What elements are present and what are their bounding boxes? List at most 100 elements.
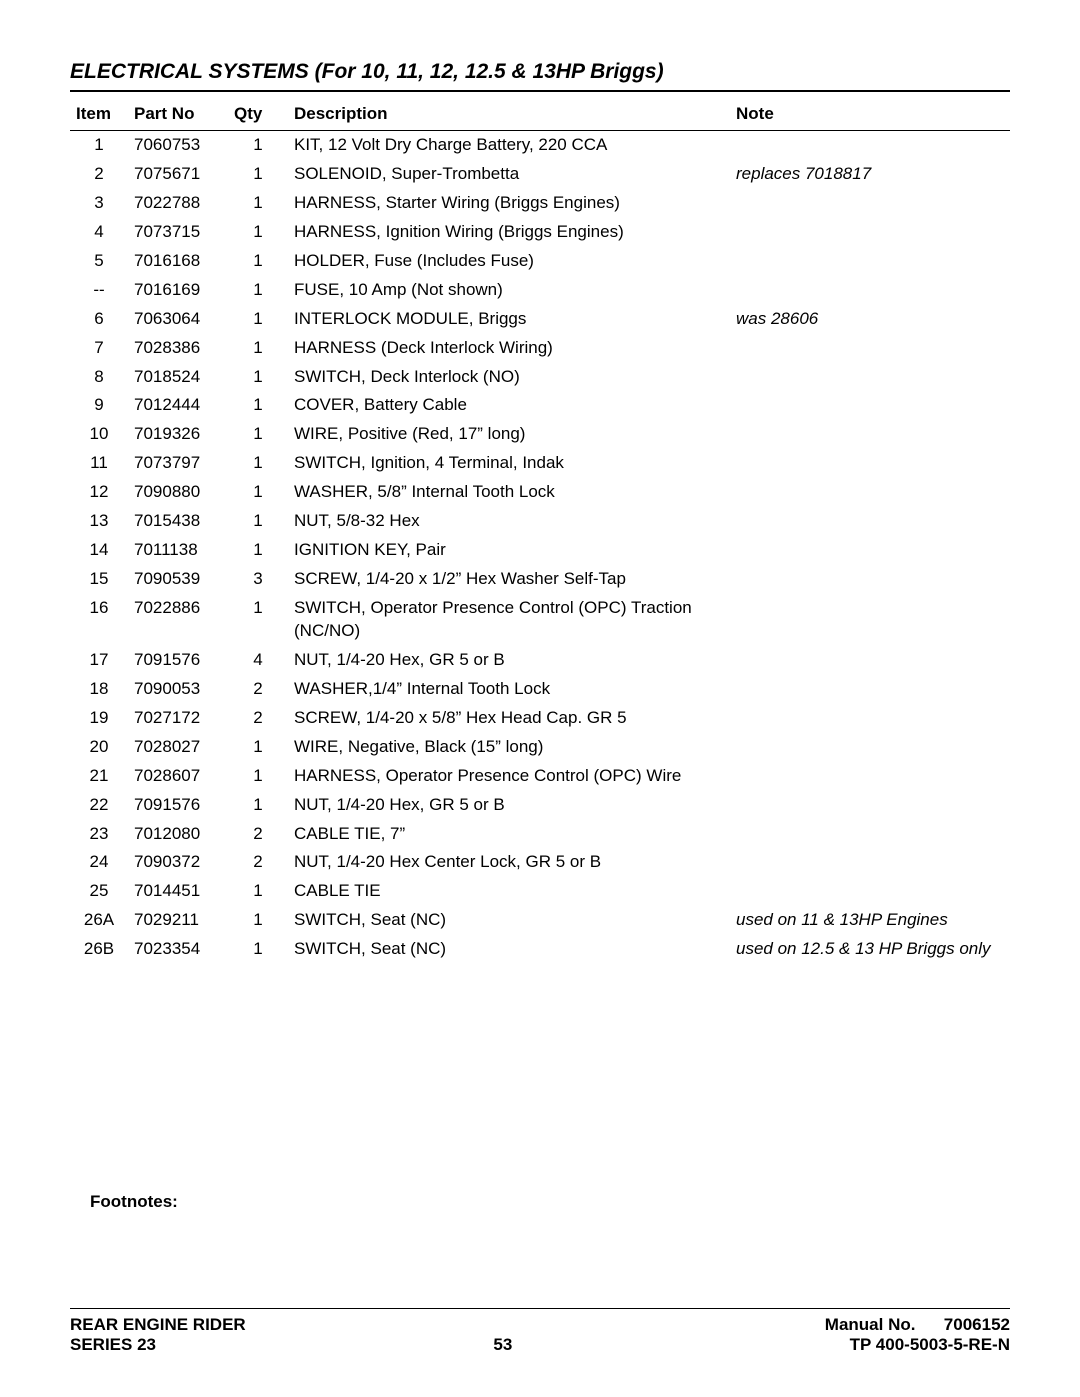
cell-qty: 1 [228, 189, 288, 218]
cell-partno: 7018524 [128, 363, 228, 392]
cell-qty: 4 [228, 646, 288, 675]
footer-left-1: REAR ENGINE RIDER [70, 1315, 246, 1335]
table-row: 1870900532WASHER,1/4” Internal Tooth Loc… [70, 675, 1010, 704]
cell-partno: 7012080 [128, 820, 228, 849]
table-row: 370227881HARNESS, Starter Wiring (Briggs… [70, 189, 1010, 218]
cell-description: SWITCH, Operator Presence Control (OPC) … [288, 594, 730, 646]
cell-note [730, 218, 1010, 247]
cell-note [730, 478, 1010, 507]
cell-item: 19 [70, 704, 128, 733]
cell-item: 21 [70, 762, 128, 791]
table-row: 470737151HARNESS, Ignition Wiring (Brigg… [70, 218, 1010, 247]
table-row: 26A70292111SWITCH, Seat (NC)used on 11 &… [70, 906, 1010, 935]
cell-description: SWITCH, Seat (NC) [288, 935, 730, 964]
cell-partno: 7029211 [128, 906, 228, 935]
cell-note [730, 391, 1010, 420]
cell-qty: 2 [228, 820, 288, 849]
cell-qty: 1 [228, 276, 288, 305]
cell-item: 14 [70, 536, 128, 565]
cell-partno: 7091576 [128, 646, 228, 675]
cell-note [730, 675, 1010, 704]
cell-note [730, 877, 1010, 906]
footer-right-2: TP 400-5003-5-RE-N [850, 1335, 1010, 1355]
cell-item: -- [70, 276, 128, 305]
cell-description: NUT, 5/8-32 Hex [288, 507, 730, 536]
cell-partno: 7019326 [128, 420, 228, 449]
footer-row-1: REAR ENGINE RIDER Manual No. 7006152 [70, 1315, 1010, 1335]
col-header-partno: Part No [128, 100, 228, 131]
cell-qty: 1 [228, 478, 288, 507]
cell-item: 22 [70, 791, 128, 820]
cell-partno: 7023354 [128, 935, 228, 964]
cell-note [730, 733, 1010, 762]
cell-partno: 7028607 [128, 762, 228, 791]
table-row: 1370154381NUT, 5/8-32 Hex [70, 507, 1010, 536]
cell-description: KIT, 12 Volt Dry Charge Battery, 220 CCA [288, 131, 730, 160]
cell-item: 17 [70, 646, 128, 675]
cell-note: used on 11 & 13HP Engines [730, 906, 1010, 935]
cell-partno: 7014451 [128, 877, 228, 906]
cell-item: 26A [70, 906, 128, 935]
table-row: 2470903722NUT, 1/4-20 Hex Center Lock, G… [70, 848, 1010, 877]
cell-note [730, 247, 1010, 276]
cell-item: 18 [70, 675, 128, 704]
cell-qty: 1 [228, 449, 288, 478]
table-row: 1670228861SWITCH, Operator Presence Cont… [70, 594, 1010, 646]
table-row: 2570144511CABLE TIE [70, 877, 1010, 906]
table-row: 270756711SOLENOID, Super-Trombettareplac… [70, 160, 1010, 189]
cell-qty: 2 [228, 704, 288, 733]
cell-description: COVER, Battery Cable [288, 391, 730, 420]
parts-table-body: 170607531KIT, 12 Volt Dry Charge Battery… [70, 131, 1010, 965]
table-row: 770283861HARNESS (Deck Interlock Wiring) [70, 334, 1010, 363]
cell-item: 16 [70, 594, 128, 646]
cell-note [730, 536, 1010, 565]
cell-qty: 1 [228, 762, 288, 791]
cell-qty: 1 [228, 935, 288, 964]
cell-description: WASHER, 5/8” Internal Tooth Lock [288, 478, 730, 507]
cell-qty: 1 [228, 507, 288, 536]
cell-partno: 7027172 [128, 704, 228, 733]
title-underline [70, 90, 1010, 92]
cell-item: 13 [70, 507, 128, 536]
table-row: 26B70233541SWITCH, Seat (NC)used on 12.5… [70, 935, 1010, 964]
cell-partno: 7073715 [128, 218, 228, 247]
cell-qty: 1 [228, 305, 288, 334]
table-row: 1470111381IGNITION KEY, Pair [70, 536, 1010, 565]
cell-qty: 1 [228, 218, 288, 247]
cell-partno: 7012444 [128, 391, 228, 420]
page: ELECTRICAL SYSTEMS (For 10, 11, 12, 12.5… [0, 0, 1080, 1397]
cell-partno: 7015438 [128, 507, 228, 536]
footer-left-2: SERIES 23 [70, 1335, 156, 1355]
cell-partno: 7022886 [128, 594, 228, 646]
table-row: 2170286071HARNESS, Operator Presence Con… [70, 762, 1010, 791]
cell-item: 1 [70, 131, 128, 160]
cell-item: 3 [70, 189, 128, 218]
cell-description: CABLE TIE [288, 877, 730, 906]
footer-page-number: 53 [493, 1335, 512, 1355]
col-header-description: Description [288, 100, 730, 131]
cell-partno: 7063064 [128, 305, 228, 334]
cell-description: WIRE, Negative, Black (15” long) [288, 733, 730, 762]
cell-item: 5 [70, 247, 128, 276]
cell-item: 4 [70, 218, 128, 247]
cell-partno: 7060753 [128, 131, 228, 160]
table-row: 670630641INTERLOCK MODULE, Briggswas 286… [70, 305, 1010, 334]
cell-note [730, 189, 1010, 218]
cell-partno: 7011138 [128, 536, 228, 565]
table-row: 1570905393SCREW, 1/4-20 x 1/2” Hex Washe… [70, 565, 1010, 594]
footer-right-1: Manual No. 7006152 [825, 1315, 1010, 1335]
cell-description: IGNITION KEY, Pair [288, 536, 730, 565]
cell-note [730, 507, 1010, 536]
table-row: 2070280271WIRE, Negative, Black (15” lon… [70, 733, 1010, 762]
cell-description: HARNESS (Deck Interlock Wiring) [288, 334, 730, 363]
col-header-qty: Qty [228, 100, 288, 131]
cell-qty: 1 [228, 363, 288, 392]
table-row: 1770915764NUT, 1/4-20 Hex, GR 5 or B [70, 646, 1010, 675]
cell-qty: 1 [228, 247, 288, 276]
page-footer: REAR ENGINE RIDER Manual No. 7006152 SER… [70, 1308, 1010, 1355]
cell-note [730, 420, 1010, 449]
table-row: 970124441COVER, Battery Cable [70, 391, 1010, 420]
cell-item: 2 [70, 160, 128, 189]
cell-description: SCREW, 1/4-20 x 5/8” Hex Head Cap. GR 5 [288, 704, 730, 733]
section-title: ELECTRICAL SYSTEMS (For 10, 11, 12, 12.5… [70, 60, 1010, 84]
